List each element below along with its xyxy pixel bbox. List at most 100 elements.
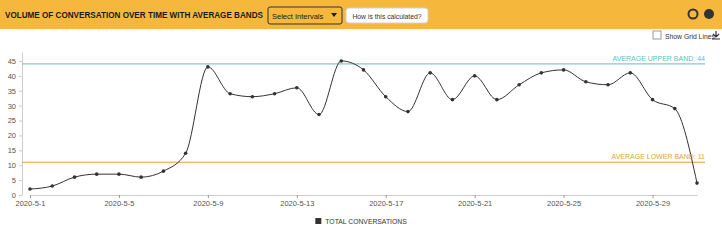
dropdown-label[interactable]: Select Intervals [272, 12, 324, 21]
x-tick-mark [564, 195, 565, 198]
series-point [117, 172, 121, 176]
button-box[interactable] [346, 8, 428, 23]
plot-area [22, 59, 705, 191]
legend: TOTAL CONVERSATIONS [315, 218, 407, 225]
series-point [695, 181, 699, 185]
button-label[interactable]: How is this calculated? [352, 13, 421, 20]
y-tick-mark [19, 76, 22, 77]
y-tick-mark [19, 165, 22, 166]
series-point [317, 113, 321, 117]
series-point [95, 172, 99, 176]
y-tick-mark [19, 195, 22, 196]
x-tick-label: 2020-5-5 [104, 199, 134, 208]
x-tick: 2020-5-9 [193, 195, 223, 208]
y-tick: 10 [8, 161, 22, 170]
series-point [273, 92, 277, 96]
y-tick-label: 20 [8, 131, 16, 140]
dropdown-box[interactable] [268, 7, 342, 24]
menu-icon[interactable] [704, 9, 714, 19]
x-tick: 2020-5-21 [458, 195, 492, 208]
y-tick-mark [19, 91, 22, 92]
series-point [584, 80, 588, 84]
x-axis: 2020-5-1 2020-5-5 2020-5-9 2020-5-13 2020-5-… [15, 195, 697, 208]
series-point [28, 187, 32, 191]
y-tick-mark [19, 106, 22, 107]
x-tick-mark [653, 195, 654, 198]
series-point [162, 169, 166, 173]
series-point [384, 95, 388, 99]
y-tick-mark [19, 135, 22, 136]
settings-icon[interactable] [689, 10, 698, 19]
y-tick-label: 35 [8, 87, 16, 96]
x-tick-mark [30, 195, 31, 198]
y-tick: 20 [8, 131, 22, 140]
band-label: AVERAGE LOWER BAND: 11 [612, 153, 706, 160]
y-tick-label: 45 [8, 57, 16, 66]
y-tick: 40 [8, 72, 22, 81]
x-tick-mark [386, 195, 387, 198]
dropdown-arrow[interactable] [331, 13, 337, 17]
series-point [495, 98, 499, 102]
series-point [406, 110, 410, 114]
series-point [540, 71, 544, 75]
band-line [22, 162, 705, 163]
y-tick-label: 5 [12, 176, 16, 185]
series-point [339, 59, 343, 63]
x-tick-mark [119, 195, 120, 198]
download-icon[interactable] [712, 31, 720, 39]
x-tick-mark [297, 195, 298, 198]
series-point [517, 83, 521, 87]
x-tick-label: 2020-5-1 [15, 199, 45, 208]
series-point [50, 184, 54, 188]
x-tick-label: 2020-5-9 [193, 199, 223, 208]
chart-svg: VOLUME OF CONVERSATION OVER TIME WITH AV… [0, 0, 722, 230]
series-point [139, 175, 143, 179]
grid-checkbox[interactable]: Show Grid Lines [653, 31, 715, 40]
interval-dropdown[interactable]: Select Intervals [268, 7, 342, 24]
x-tick: 2020-5-17 [369, 195, 403, 208]
y-tick: 30 [8, 102, 22, 111]
x-tick-label: 2020-5-21 [458, 199, 492, 208]
checkbox-label[interactable]: Show Grid Lines [665, 33, 715, 40]
checkbox-box[interactable] [653, 31, 661, 39]
band-label: AVERAGE UPPER BAND: 44 [613, 55, 706, 62]
y-tick-label: 40 [8, 72, 16, 81]
chart-title: VOLUME OF CONVERSATION OVER TIME WITH AV… [5, 9, 263, 20]
band-line [22, 63, 705, 64]
x-tick: 2020-5-25 [547, 195, 581, 208]
series-point [473, 74, 477, 78]
x-tick: 2020-5-13 [280, 195, 314, 208]
series-point [251, 95, 255, 99]
legend-item: TOTAL CONVERSATIONS [315, 218, 407, 225]
legend-swatch [315, 218, 321, 224]
y-tick: 15 [8, 146, 22, 155]
x-tick-mark [208, 195, 209, 198]
series-point [206, 65, 210, 69]
y-tick: 5 [12, 176, 22, 185]
series-point [362, 68, 366, 72]
header-background [0, 0, 722, 29]
series-line [30, 61, 697, 189]
y-tick: 35 [8, 87, 22, 96]
x-tick-mark [475, 195, 476, 198]
series-point [562, 68, 566, 72]
y-axis-line [22, 53, 23, 196]
x-tick: 2020-5-29 [636, 195, 670, 208]
y-axis: 051015202530354045 [8, 53, 23, 200]
x-tick-label: 2020-5-17 [369, 199, 403, 208]
series-point [428, 71, 432, 75]
x-tick-label: 2020-5-29 [636, 199, 670, 208]
y-tick-mark [19, 150, 22, 151]
x-tick-label: 2020-5-13 [280, 199, 314, 208]
y-tick-label: 25 [8, 116, 16, 125]
series-point [451, 98, 455, 102]
y-tick-label: 30 [8, 102, 16, 111]
y-tick-mark [19, 121, 22, 122]
x-axis-line [31, 195, 698, 196]
x-tick: 2020-5-1 [15, 195, 45, 208]
series-point [606, 83, 610, 87]
y-tick: 45 [8, 57, 22, 66]
y-tick-label: 15 [8, 146, 16, 155]
calculation-button[interactable]: How is this calculated? [346, 8, 428, 23]
series-point [73, 175, 77, 179]
